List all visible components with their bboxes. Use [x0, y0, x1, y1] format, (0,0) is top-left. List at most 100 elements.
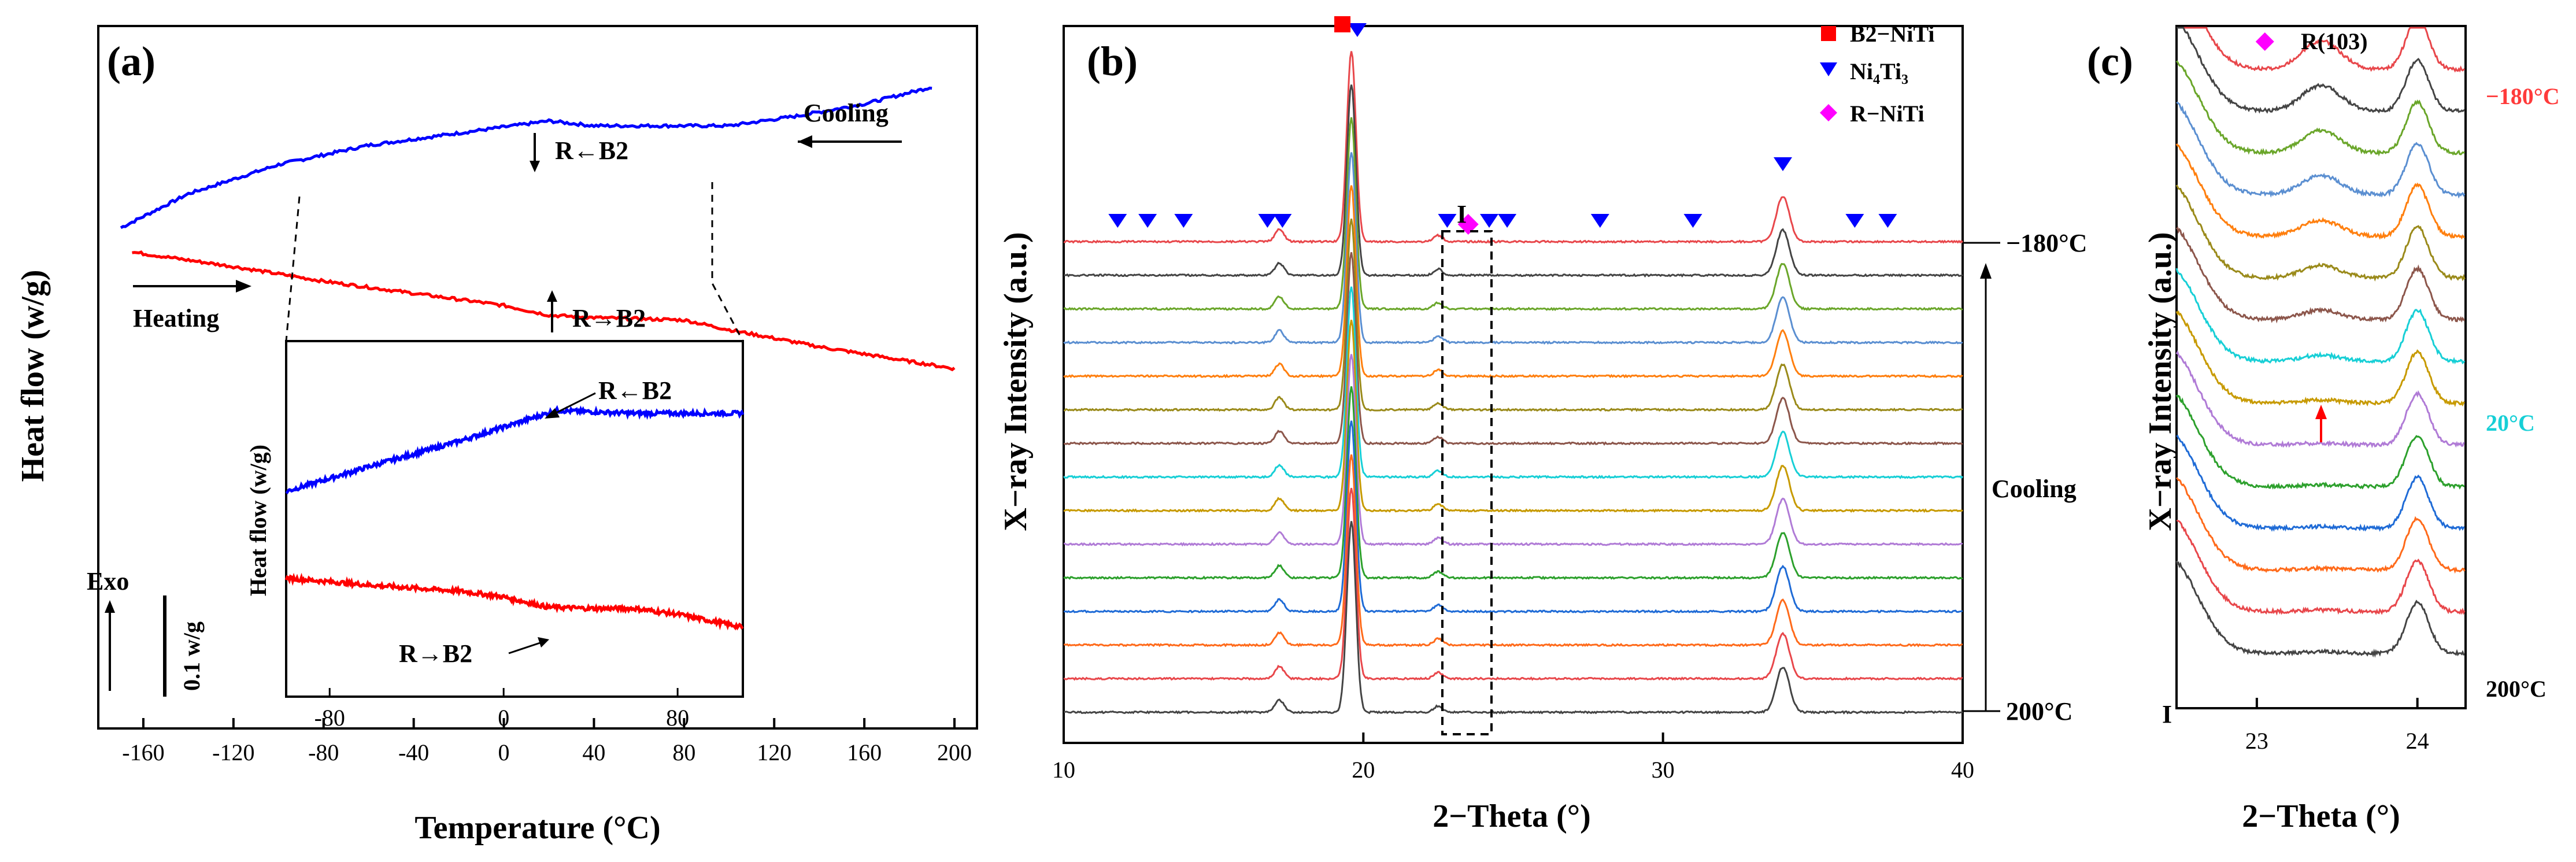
c-series-0 [2177, 27, 2465, 73]
c-series-9 [2175, 350, 2465, 449]
inset-x-ticks: -80 0 80 [314, 688, 689, 731]
inset-tick-label: 80 [666, 705, 689, 731]
ni4ti3-marker [1174, 214, 1193, 228]
panel-a-xlabel: Temperature (°C) [414, 810, 660, 846]
a-tick-label: 160 [847, 739, 882, 765]
b2-marker [1334, 16, 1351, 32]
panel-c-ylabel: X−ray Intensity (a.u.) [2142, 232, 2178, 531]
ni4ti3-marker [1774, 157, 1792, 171]
c-series-12 [2175, 477, 2466, 574]
b-series-2 [1063, 117, 1963, 312]
exo-label: Exo [87, 567, 129, 595]
panel-a-frame [97, 25, 978, 730]
cooling-direction-label: Cooling [1992, 475, 2077, 503]
c-series-6 [2175, 226, 2466, 324]
legend-b2-label: B2−NiTi [1850, 21, 1935, 47]
inset-tick-label: -80 [314, 705, 345, 731]
a-tick-label: 40 [582, 739, 605, 765]
ni4ti3-marker [1498, 214, 1517, 228]
inset-cooling-arrow-head [545, 408, 560, 419]
region-i-c-label: I [2162, 700, 2172, 728]
label-20: 20°C [2486, 410, 2535, 436]
b-tick-label: 30 [1652, 757, 1675, 783]
red-arrow-head [2315, 405, 2327, 419]
b-series-12 [1064, 454, 1963, 648]
b-series-5 [1063, 219, 1963, 412]
panel-b-xlabel: 2−Theta (°) [1433, 798, 1591, 834]
panel-b: (b) X−ray Intensity (a.u.) 2−Theta (°) 1… [998, 16, 2087, 834]
ni4ti3-marker [1878, 214, 1897, 228]
legend-r-marker [1820, 104, 1837, 121]
b-series-14 [1063, 521, 1963, 715]
a-tick-label: -120 [212, 739, 254, 765]
ni4ti3-marker [1258, 214, 1277, 228]
inset-connector-left [285, 196, 301, 342]
inset-connector-right [711, 182, 744, 342]
exo-arrow-head [105, 600, 115, 613]
cooling-arrow-head [798, 135, 812, 148]
ni4ti3-marker [1348, 23, 1367, 37]
b-series-1 [1064, 84, 1963, 278]
b-tick-label: 20 [1352, 757, 1375, 783]
c-series-3 [2176, 101, 2466, 199]
panel-c-x-ticks: 23 24 [2245, 698, 2429, 754]
panel-a-label: (a) [107, 38, 156, 84]
inset-plot: Heat flow (w/g) -80 0 80 R←B2 R→B2 [245, 340, 745, 731]
ni4ti3-marker [1845, 214, 1864, 228]
label-200: 200°C [2486, 676, 2547, 702]
a-series-0 [120, 86, 932, 230]
ni4ti3-marker [1438, 214, 1457, 228]
panel-c-curves [2175, 27, 2466, 658]
panel-b-frame [1063, 25, 1964, 744]
panel-c-frame [2175, 25, 2467, 709]
region-i-box [1441, 230, 1493, 735]
panel-a-x-ticks: -160 -120 -80 -40 0 40 80 120 160 200 [122, 718, 972, 765]
cooling-direction-arrow-head [1980, 263, 1992, 279]
c-series-8 [2175, 310, 2465, 408]
c-series-11 [2176, 434, 2465, 532]
c-series-1 [2177, 27, 2465, 114]
ni4ti3-marker [1590, 214, 1609, 228]
b-series-0 [1063, 51, 1964, 245]
heating-label: Heating [133, 304, 219, 332]
b-series-11 [1063, 420, 1963, 614]
inset-curves [284, 405, 745, 631]
inset-heating-arrow [508, 641, 544, 654]
b-tick-label: 10 [1052, 757, 1075, 783]
c-series-4 [2175, 143, 2466, 240]
ni4ti3-marker [1108, 214, 1127, 228]
cooling-transition-label: R←B2 [555, 136, 628, 165]
c-tick-label: 24 [2406, 728, 2429, 754]
ni4ti3-marker [1138, 214, 1157, 228]
inset-frame [285, 340, 744, 698]
a-tick-label: -80 [308, 739, 339, 765]
ni4ti3-marker [1683, 214, 1702, 228]
region-i-label: I [1457, 200, 1467, 228]
panel-c-xlabel: 2−Theta (°) [2242, 798, 2400, 834]
inset-tick-label: 0 [498, 705, 509, 731]
a-series-1 [132, 250, 956, 372]
r-marker [1457, 214, 1479, 235]
b-series-3 [1063, 152, 1963, 345]
legend-ni4ti3-label: Ni₄Ti₃ [1850, 58, 1908, 84]
temp-bottom-label: 200°C [2006, 697, 2072, 726]
panel-b-ylabel: X−ray Intensity (a.u.) [998, 232, 1034, 531]
panel-b-curves [1063, 51, 1964, 715]
a-tick-label: -40 [398, 739, 429, 765]
c-series-2 [2175, 60, 2466, 157]
scale-bar-label: 0.1 w/g [179, 621, 205, 691]
panel-b-peak-markers [1108, 16, 1897, 235]
b-series-8 [1063, 320, 1963, 513]
b-tick-label: 40 [1951, 757, 1974, 783]
r103-marker [2255, 32, 2274, 51]
b-series-13 [1063, 487, 1963, 681]
panel-c: (c) X−ray Intensity (a.u.) 2−Theta (°) 2… [2087, 25, 2560, 834]
c-series-7 [2175, 268, 2466, 365]
r103-label: R(103) [2301, 28, 2368, 54]
heating-arrow-head [236, 280, 251, 293]
panel-a-curves [120, 86, 956, 372]
a-tick-label: 200 [937, 739, 972, 765]
c-series-5 [2175, 184, 2466, 282]
